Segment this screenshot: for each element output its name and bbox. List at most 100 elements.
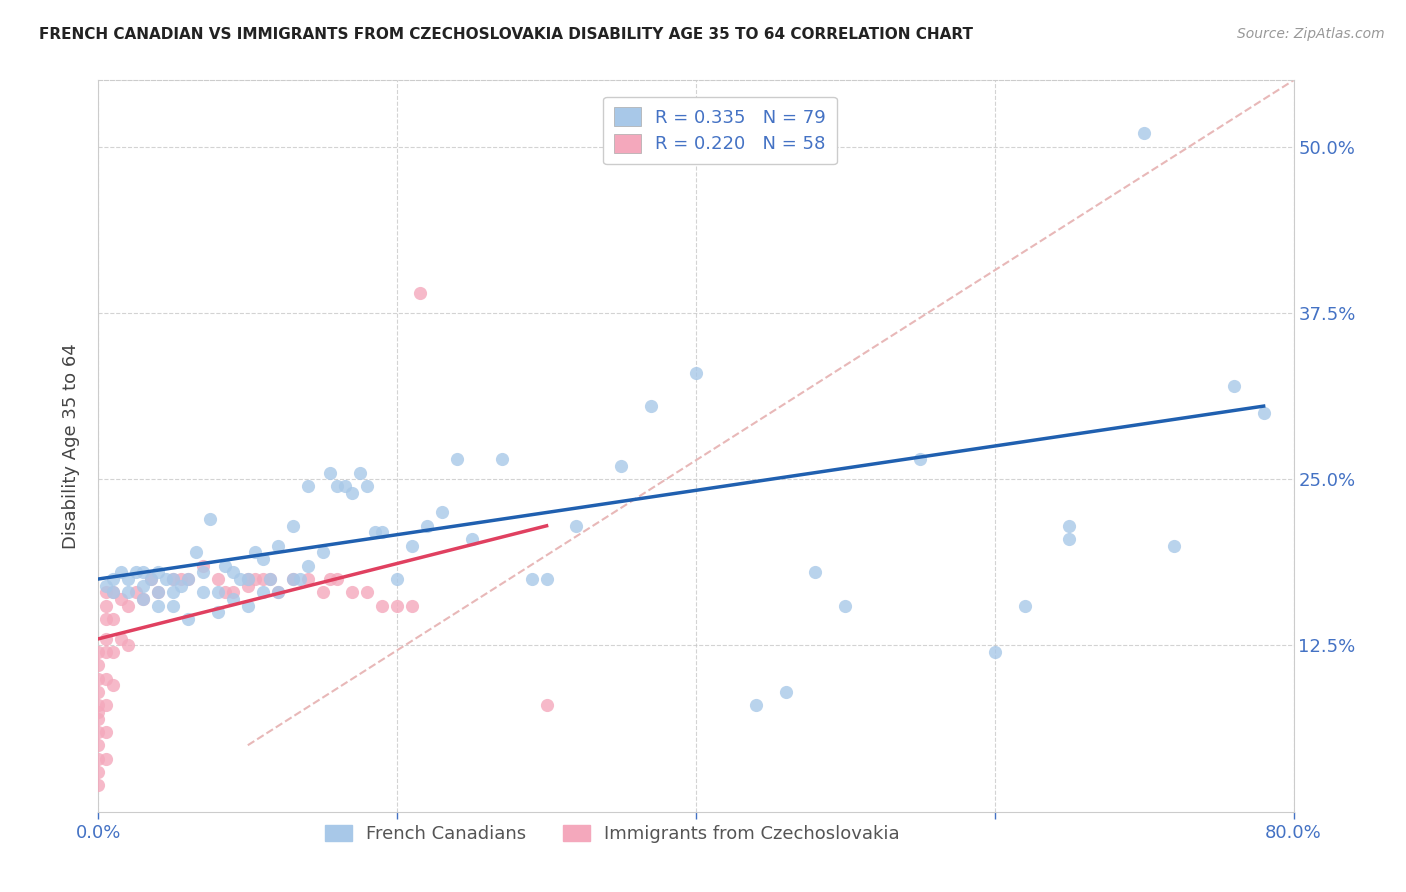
Point <box>110 632 132 646</box>
Point <box>565 518 588 533</box>
Point <box>342 485 364 500</box>
Point <box>1163 539 1185 553</box>
Point <box>162 585 184 599</box>
Point <box>222 566 245 580</box>
Point <box>87 645 110 659</box>
Point <box>94 632 117 646</box>
Point <box>191 558 214 573</box>
Point <box>775 685 797 699</box>
Point <box>103 645 125 659</box>
Point <box>207 585 229 599</box>
Point <box>640 399 662 413</box>
Point <box>267 585 290 599</box>
Point <box>94 725 117 739</box>
Point <box>333 479 356 493</box>
Legend: French Canadians, Immigrants from Czechoslovakia: French Canadians, Immigrants from Czecho… <box>318 818 907 850</box>
Point <box>610 458 633 473</box>
Point <box>252 585 274 599</box>
Text: FRENCH CANADIAN VS IMMIGRANTS FROM CZECHOSLOVAKIA DISABILITY AGE 35 TO 64 CORREL: FRENCH CANADIAN VS IMMIGRANTS FROM CZECH… <box>39 27 973 42</box>
Point <box>94 579 117 593</box>
Point <box>87 705 110 719</box>
Point <box>984 645 1007 659</box>
Point <box>326 572 349 586</box>
Point <box>155 572 177 586</box>
Point <box>207 572 229 586</box>
Point <box>162 572 184 586</box>
Point <box>1014 599 1036 613</box>
Point <box>94 645 117 659</box>
Point <box>94 612 117 626</box>
Point <box>461 532 484 546</box>
Point <box>236 572 259 586</box>
Point <box>371 599 394 613</box>
Point <box>103 612 125 626</box>
Point <box>408 286 430 301</box>
Point <box>236 599 259 613</box>
Point <box>94 672 117 686</box>
Point <box>356 585 378 599</box>
Point <box>94 599 117 613</box>
Point <box>401 539 423 553</box>
Point <box>229 572 252 586</box>
Point <box>520 572 543 586</box>
Point <box>1059 532 1081 546</box>
Point <box>148 585 170 599</box>
Point <box>87 778 110 792</box>
Point <box>94 698 117 713</box>
Point <box>87 725 110 739</box>
Point <box>125 566 148 580</box>
Point <box>132 591 155 606</box>
Point <box>117 599 139 613</box>
Point <box>326 479 349 493</box>
Point <box>103 572 125 586</box>
Point <box>87 738 110 752</box>
Point <box>491 452 513 467</box>
Point <box>236 572 259 586</box>
Point <box>103 585 125 599</box>
Point <box>177 612 200 626</box>
Point <box>297 558 319 573</box>
Point <box>267 585 290 599</box>
Point <box>804 566 827 580</box>
Point <box>169 572 191 586</box>
Point <box>297 479 319 493</box>
Point <box>252 552 274 566</box>
Point <box>87 685 110 699</box>
Point <box>222 585 245 599</box>
Point <box>319 572 342 586</box>
Point <box>162 572 184 586</box>
Point <box>430 506 453 520</box>
Point <box>139 572 162 586</box>
Point <box>281 572 304 586</box>
Point <box>259 572 281 586</box>
Point <box>177 572 200 586</box>
Point <box>364 525 387 540</box>
Point <box>297 572 319 586</box>
Point <box>385 572 409 586</box>
Point <box>184 545 207 559</box>
Point <box>148 566 170 580</box>
Point <box>311 585 333 599</box>
Point <box>834 599 856 613</box>
Point <box>1253 406 1275 420</box>
Point <box>207 605 229 619</box>
Point <box>87 672 110 686</box>
Point <box>371 525 394 540</box>
Point <box>132 591 155 606</box>
Point <box>117 585 139 599</box>
Point <box>356 479 378 493</box>
Point <box>87 698 110 713</box>
Point <box>236 579 259 593</box>
Point <box>416 518 439 533</box>
Point <box>169 579 191 593</box>
Point <box>162 599 184 613</box>
Point <box>908 452 931 467</box>
Point <box>267 539 290 553</box>
Point <box>1059 518 1081 533</box>
Point <box>103 585 125 599</box>
Point <box>214 585 236 599</box>
Point <box>177 572 200 586</box>
Point <box>245 572 267 586</box>
Point <box>1133 127 1156 141</box>
Point <box>87 658 110 673</box>
